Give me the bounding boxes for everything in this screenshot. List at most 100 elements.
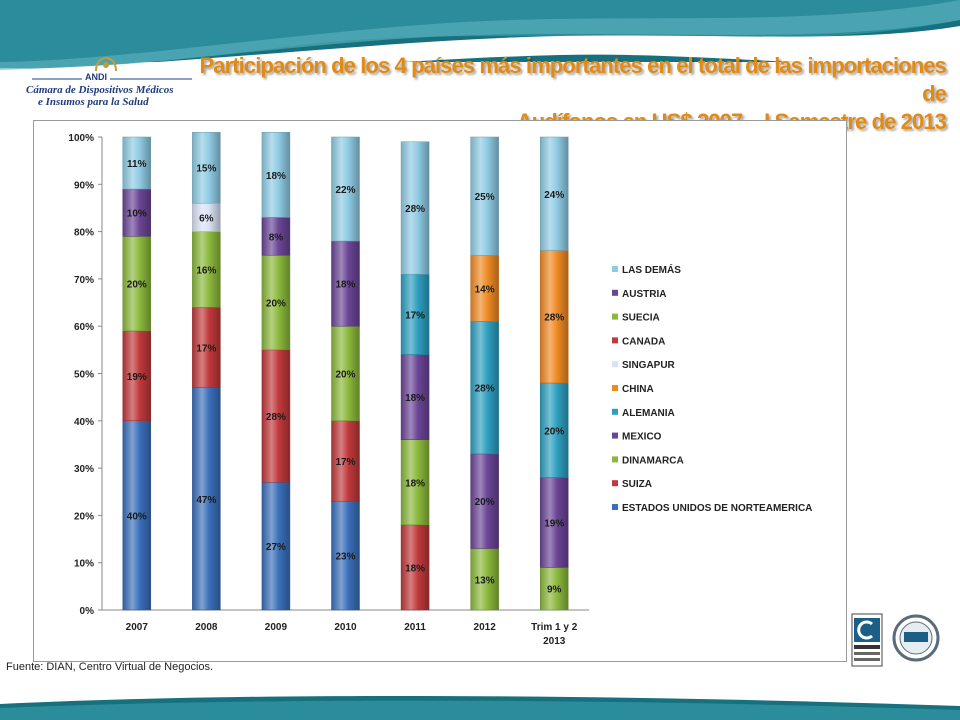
x-tick-label: 2012 <box>474 622 497 633</box>
x-tick-label: Trim 1 y 2 <box>531 622 578 633</box>
bar-data-label: 27% <box>266 542 286 553</box>
source-note: Fuente: DIAN, Centro Virtual de Negocios… <box>6 661 214 673</box>
bar-segment <box>192 307 221 388</box>
bar-data-label: 8% <box>269 232 284 243</box>
bar-segment <box>539 567 569 611</box>
bar-segment <box>122 420 152 611</box>
legend-label: CANADA <box>622 336 665 347</box>
bar-segment <box>539 477 569 568</box>
legend-label: DINAMARCA <box>622 455 684 466</box>
bar-data-label: 18% <box>405 563 425 574</box>
bar-segment <box>122 330 152 422</box>
bar-segment <box>261 255 291 351</box>
chart-container: 0% 10% 20% 30% 40% 50% 60% 70% 80% 90% 100% 40% 19% 2… <box>33 120 847 662</box>
bar-segment <box>539 250 569 384</box>
bar-data-label: 20% <box>544 426 564 437</box>
bar-data-label: 17% <box>405 310 425 321</box>
bar-segment <box>261 132 291 218</box>
y-tick-label: 60% <box>74 322 94 333</box>
legend-label: CHINA <box>622 384 654 395</box>
y-tick-label: 0% <box>80 606 95 617</box>
bar-segment <box>192 132 221 204</box>
andi-logo-mark <box>95 56 117 72</box>
bar-segment <box>470 136 499 256</box>
bar-data-label: 10% <box>127 209 147 220</box>
x-tick-label: 2007 <box>126 622 149 633</box>
certification-badges <box>851 613 940 667</box>
x-tick-label: 2010 <box>334 622 357 633</box>
logo-subtitle-1: Cámara de Dispositivos Médicos <box>26 84 174 96</box>
y-tick-label: 70% <box>74 275 94 286</box>
bar-data-label: 9% <box>547 585 562 596</box>
andi-logo: ANDI Cámara de Dispositivos Médicos e In… <box>18 56 192 108</box>
y-tick-label: 20% <box>74 511 94 522</box>
bar-segment <box>261 349 291 483</box>
bar-segment <box>470 255 499 322</box>
bar-segment <box>331 500 360 611</box>
bar-segment <box>331 240 360 327</box>
bar-data-label: 28% <box>475 384 495 395</box>
bar-data-label: 19% <box>544 518 564 529</box>
y-tick-label: 80% <box>74 228 94 239</box>
legend-label: LAS DEMÁS <box>622 263 681 276</box>
legend-label: ESTADOS UNIDOS DE NORTEAMERICA <box>622 503 812 514</box>
bar-segment <box>400 141 430 275</box>
legend-swatch <box>612 385 618 391</box>
legend-swatch <box>612 313 618 320</box>
legend-label: MEXICO <box>622 432 662 443</box>
legend-label: SUECIA <box>622 313 660 324</box>
bar-data-label: 25% <box>475 192 495 203</box>
x-tick-label: 2013 <box>543 636 566 647</box>
legend-swatch <box>612 504 618 510</box>
bar-segment <box>470 321 499 455</box>
y-tick-label: 40% <box>74 417 94 428</box>
bar-segment <box>470 548 499 611</box>
bar-segment <box>122 136 152 190</box>
bar-data-label: 47% <box>196 495 216 506</box>
bar-segment <box>192 387 221 611</box>
bar-data-label: 13% <box>475 575 495 586</box>
bar-segment <box>331 325 360 422</box>
bar-segment <box>400 524 430 611</box>
bar-data-label: 15% <box>196 164 216 175</box>
legend-label: AUSTRIA <box>622 289 666 300</box>
y-tick-label: 10% <box>74 559 94 570</box>
bar-data-label: 20% <box>127 280 147 291</box>
bar-data-label: 18% <box>266 171 286 182</box>
bar-data-label: 28% <box>544 313 564 324</box>
slide-title-line-1: Participación de los 4 países más import… <box>199 53 946 106</box>
x-tick-label: 2011 <box>404 622 426 633</box>
bar-data-label: 20% <box>335 370 355 381</box>
icontec-badge <box>851 613 883 667</box>
legend-swatch <box>612 289 618 296</box>
legend-label: SUIZA <box>622 479 652 490</box>
bar-segment <box>331 136 360 242</box>
legend-swatch <box>612 266 618 272</box>
iqnet-badge <box>892 614 940 662</box>
y-tick-label: 100% <box>68 133 94 144</box>
logo-subtitle-2: e Insumos para la Salud <box>38 96 149 108</box>
header-banner <box>0 0 960 82</box>
bar-data-label: 6% <box>199 213 214 224</box>
bar-segment <box>192 202 221 232</box>
bar-data-label: 20% <box>266 299 286 310</box>
legend-swatch <box>612 432 618 439</box>
bar-segment <box>400 354 430 440</box>
bar-data-label: 18% <box>335 280 355 291</box>
bar-data-label: 11% <box>127 159 147 170</box>
bar-data-label: 19% <box>127 372 147 383</box>
bar-data-label: 17% <box>335 457 355 468</box>
bar-data-label: 23% <box>335 552 355 563</box>
bar-segment <box>470 453 499 549</box>
legend-swatch <box>612 480 618 487</box>
bar-data-label: 40% <box>127 511 147 522</box>
legend-swatch <box>612 337 618 344</box>
bar-data-label: 14% <box>475 284 495 295</box>
y-tick-label: 90% <box>74 180 94 191</box>
logo-divider <box>32 78 192 80</box>
bar-segment <box>539 382 569 478</box>
bar-data-label: 20% <box>475 497 495 508</box>
bar-data-label: 28% <box>266 412 286 423</box>
bar-data-label: 22% <box>335 185 355 196</box>
footer-wave <box>0 695 960 720</box>
